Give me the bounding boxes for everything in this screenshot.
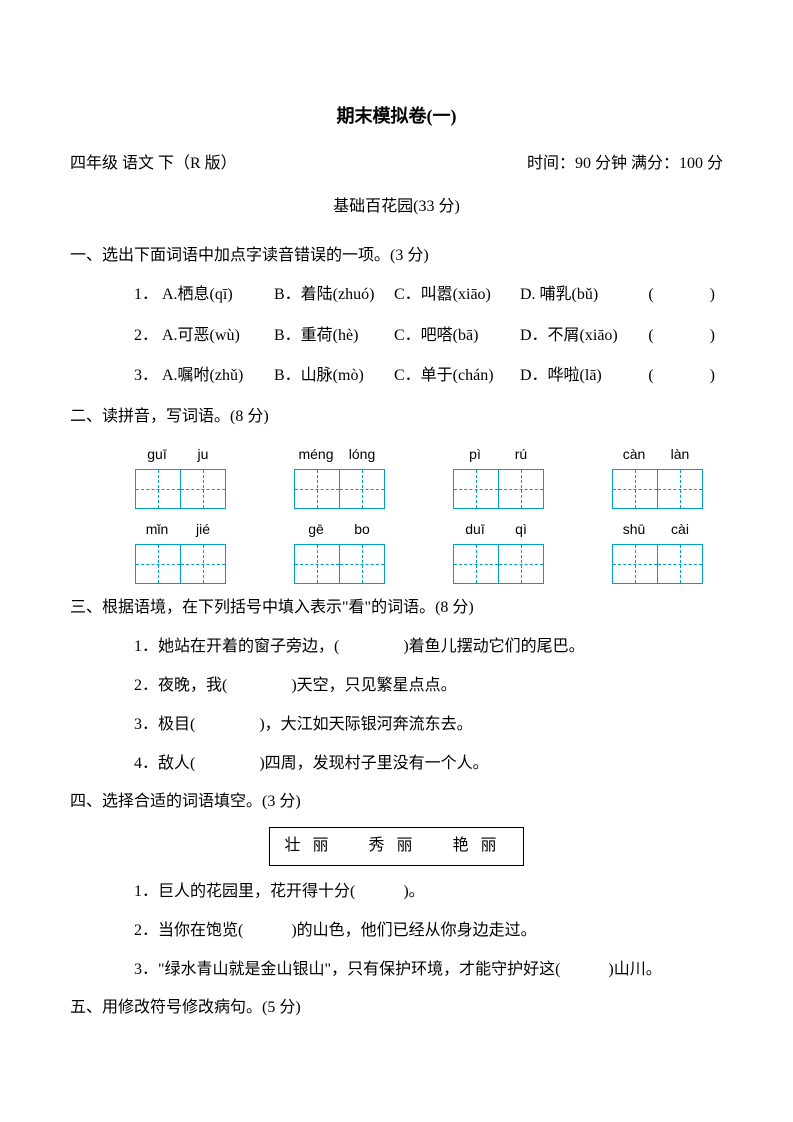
page-title: 期末模拟卷(一) xyxy=(70,100,723,132)
options-row: A.可恶(wù) B．重荷(hè) C．吧嗒(bā) D．不屑(xiāo) ( … xyxy=(162,322,723,351)
q4-item-3: 3．"绿水青山就是金山银山"，只有保护环境，才能守护好这( )山川。 xyxy=(70,956,723,985)
pinyin-unit: mǐn jié xyxy=(134,517,226,584)
char-box[interactable] xyxy=(498,544,544,584)
pinyin-label: pì xyxy=(452,442,498,467)
q3-item-4: 4．敌人( )四周，发现村子里没有一个人。 xyxy=(70,750,723,779)
q1-item-1: 1． A.栖息(qī) B．着陆(zhuó) C．叫嚣(xiāo) D. 哺乳(… xyxy=(70,281,723,310)
meta-row: 四年级 语文 下（R 版） 时间：90 分钟 满分：100 分 xyxy=(70,150,723,179)
q1-item-2: 2． A.可恶(wù) B．重荷(hè) C．吧嗒(bā) D．不屑(xiāo)… xyxy=(70,322,723,351)
section5-heading: 五、用修改符号修改病句。(5 分) xyxy=(70,994,723,1023)
char-box[interactable] xyxy=(294,469,340,509)
section4-heading: 四、选择合适的词语填空。(3 分) xyxy=(70,788,723,817)
section3-heading: 三、根据语境，在下列括号中填入表示"看"的词语。(8 分) xyxy=(70,594,723,623)
pinyin-label: làn xyxy=(657,442,703,467)
char-box[interactable] xyxy=(294,544,340,584)
word-box: 壮丽 秀丽 艳丽 xyxy=(269,827,523,866)
pinyin-label: guī xyxy=(134,442,180,467)
pinyin-unit: shū cài xyxy=(611,517,703,584)
pinyin-label: qì xyxy=(498,517,544,542)
char-box[interactable] xyxy=(453,544,499,584)
char-box[interactable] xyxy=(180,544,226,584)
pinyin-label: duī xyxy=(452,517,498,542)
opt-a: A.嘱咐(zhǔ) xyxy=(162,362,274,391)
q-text: 极目( )，大江如天际银河奔流东去。 xyxy=(158,716,473,733)
section2-heading: 二、读拼音，写词语。(8 分) xyxy=(70,403,723,432)
opt-b: B．重荷(hè) xyxy=(274,322,394,351)
q-text: "绿水青山就是金山银山"，只有保护环境，才能守护好这( )山川。 xyxy=(158,961,662,978)
char-box[interactable] xyxy=(657,544,703,584)
answer-paren[interactable]: ( ) xyxy=(648,322,723,351)
char-box[interactable] xyxy=(657,469,703,509)
pinyin-unit: gē bo xyxy=(293,517,385,584)
q3-item-3: 3．极目( )，大江如天际银河奔流东去。 xyxy=(70,711,723,740)
opt-d: D. 哺乳(bǔ) xyxy=(520,281,638,310)
subtitle: 基础百花园(33 分) xyxy=(70,193,723,222)
q1-item-3: 3． A.嘱咐(zhǔ) B．山脉(mò) C．单于(chán) D．哗啦(lā… xyxy=(70,362,723,391)
word-box-row: 壮丽 秀丽 艳丽 xyxy=(70,827,723,866)
q-num: 2． xyxy=(134,322,162,351)
opt-c: C．单于(chán) xyxy=(394,362,520,391)
q-text: 当你在饱览( )的山色，他们已经从你身边走过。 xyxy=(158,922,537,939)
q3-item-1: 1．她站在开着的窗子旁边，( )着鱼儿摆动它们的尾巴。 xyxy=(70,633,723,662)
q-num: 2． xyxy=(134,922,158,939)
section1-heading: 一、选出下面词语中加点字读音错误的一项。(3 分) xyxy=(70,242,723,271)
options-row: A.嘱咐(zhǔ) B．山脉(mò) C．单于(chán) D．哗啦(lā) (… xyxy=(162,362,723,391)
q-num: 2． xyxy=(134,677,158,694)
char-box[interactable] xyxy=(453,469,499,509)
opt-d: D．哗啦(lā) xyxy=(520,362,638,391)
pinyin-unit: duī qì xyxy=(452,517,544,584)
pinyin-label: mǐn xyxy=(134,517,180,542)
pinyin-unit: guī ju xyxy=(134,442,226,509)
q4-item-1: 1．巨人的花园里，花开得十分( )。 xyxy=(70,878,723,907)
opt-d: D．不屑(xiāo) xyxy=(520,322,638,351)
q-text: 敌人( )四周，发现村子里没有一个人。 xyxy=(158,755,489,772)
q-num: 1． xyxy=(134,281,162,310)
q-num: 3． xyxy=(134,362,162,391)
pinyin-label: càn xyxy=(611,442,657,467)
char-box[interactable] xyxy=(498,469,544,509)
q-num: 1． xyxy=(134,638,158,655)
q3-item-2: 2．夜晚，我( )天空，只见繁星点点。 xyxy=(70,672,723,701)
pinyin-label: rú xyxy=(498,442,544,467)
pinyin-label: lóng xyxy=(339,442,385,467)
options-row: A.栖息(qī) B．着陆(zhuó) C．叫嚣(xiāo) D. 哺乳(bǔ)… xyxy=(162,281,723,310)
pinyin-row-1: guī ju méng lóng pì rú càn làn xyxy=(70,442,723,509)
q-num: 3． xyxy=(134,961,158,978)
q-text: 她站在开着的窗子旁边，( )着鱼儿摆动它们的尾巴。 xyxy=(158,638,585,655)
q4-item-2: 2．当你在饱览( )的山色，他们已经从你身边走过。 xyxy=(70,917,723,946)
pinyin-label: shū xyxy=(611,517,657,542)
q-num: 4． xyxy=(134,755,158,772)
opt-b: B．山脉(mò) xyxy=(274,362,394,391)
opt-a: A.可恶(wù) xyxy=(162,322,274,351)
pinyin-unit: càn làn xyxy=(611,442,703,509)
char-box[interactable] xyxy=(339,544,385,584)
char-box[interactable] xyxy=(135,544,181,584)
char-box[interactable] xyxy=(135,469,181,509)
pinyin-row-2: mǐn jié gē bo duī qì shū cài xyxy=(70,517,723,584)
opt-c: C．叫嚣(xiāo) xyxy=(394,281,520,310)
opt-b: B．着陆(zhuó) xyxy=(274,281,394,310)
pinyin-label: bo xyxy=(339,517,385,542)
q-text: 巨人的花园里，花开得十分( )。 xyxy=(158,883,425,900)
meta-right: 时间：90 分钟 满分：100 分 xyxy=(527,150,723,179)
char-box[interactable] xyxy=(612,544,658,584)
q-text: 夜晚，我( )天空，只见繁星点点。 xyxy=(158,677,457,694)
pinyin-label: jié xyxy=(180,517,226,542)
answer-paren[interactable]: ( ) xyxy=(648,362,723,391)
meta-left: 四年级 语文 下（R 版） xyxy=(70,150,237,179)
pinyin-label: cài xyxy=(657,517,703,542)
q-num: 3． xyxy=(134,716,158,733)
pinyin-label: gē xyxy=(293,517,339,542)
pinyin-unit: pì rú xyxy=(452,442,544,509)
char-box[interactable] xyxy=(612,469,658,509)
char-box[interactable] xyxy=(180,469,226,509)
pinyin-label: ju xyxy=(180,442,226,467)
answer-paren[interactable]: ( ) xyxy=(648,281,723,310)
pinyin-label: méng xyxy=(293,442,339,467)
pinyin-unit: méng lóng xyxy=(293,442,385,509)
opt-a: A.栖息(qī) xyxy=(162,281,274,310)
char-box[interactable] xyxy=(339,469,385,509)
q-num: 1． xyxy=(134,883,158,900)
opt-c: C．吧嗒(bā) xyxy=(394,322,520,351)
